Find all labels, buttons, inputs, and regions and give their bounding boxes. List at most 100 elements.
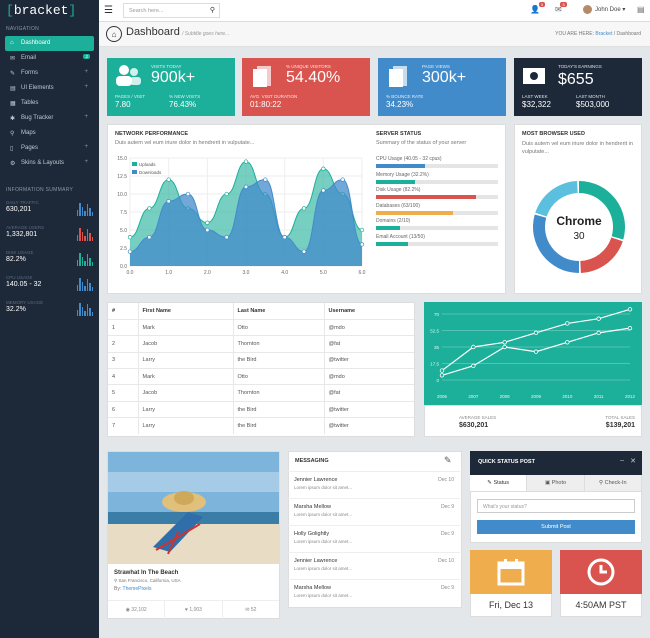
sidebar-item-ui-elements[interactable]: ▤ UI Elements + [5,81,94,96]
table-row[interactable]: 2 Jacob Thornton @fat [108,335,414,353]
chat-icon[interactable]: ▤ [637,5,645,14]
submit-post-button[interactable]: Submit Post [477,520,635,534]
data-point[interactable] [565,340,570,345]
sidebar-item-email[interactable]: ✉ Email 2 [5,51,94,66]
sidebar-item-tables[interactable]: ▦ Tables [5,96,94,111]
table-row[interactable]: 4 Mark Otto @mdo [108,368,414,385]
mail-icon[interactable]: ✉ 5 [555,2,567,14]
data-point[interactable] [565,321,570,326]
data-point[interactable] [533,330,539,336]
search-input[interactable]: Search here... ⚲ [123,3,220,18]
likes-stat[interactable]: ♥ 1,003 [164,601,221,619]
tab-check-in[interactable]: ⚲ Check-In [585,475,642,491]
message-item[interactable]: Jennier Lawrence Dec 10 Lorem ipsum dolor … [288,471,460,498]
server-status-label: Domains (2/10) [376,218,411,224]
data-point[interactable] [439,368,445,373]
search-icon[interactable]: ⚲ [209,7,215,14]
message-item[interactable]: Jennier Lawrence Dec 10 Lorem ipsum dolor … [288,552,460,579]
table-row[interactable]: 7 Larry the Bird @twitter [108,417,414,435]
data-point[interactable] [627,325,633,331]
progress-fill [376,241,408,246]
data-point[interactable] [263,177,268,182]
column-header[interactable]: Last Name [232,303,324,320]
table-row[interactable]: 6 Larry the Bird @twitter [108,400,414,418]
info-value: 82.2% [6,256,26,263]
comments-stat[interactable]: ✉ 52 [221,601,279,619]
user-alert-icon[interactable]: 👤 3 [530,2,545,14]
server-status-row: Domains (2/10) [376,218,498,230]
data-point[interactable] [127,249,133,254]
beach-photo[interactable] [108,452,279,564]
sidebar: NAVIGATION ⌂ Dashboard ✉ Email 2 ✎ Forms + ▤ UI E… [0,22,99,638]
tab-photo[interactable]: ▣ Photo [527,475,585,491]
data-point[interactable] [205,227,210,233]
menu-toggle-icon[interactable]: ☰ [104,5,113,16]
table-row[interactable]: 5 Jacob Thornton @fat [108,384,414,402]
user-menu[interactable]: John Doe ▾ [583,5,625,14]
stat-value: $655 [558,71,594,88]
stat-label: TODAY'S EARNINGS [558,64,602,69]
photo-author-link[interactable]: ThemePixels [122,586,152,592]
donut-slice[interactable] [533,214,579,273]
status-input[interactable]: What's your status? [477,499,635,513]
data-point[interactable] [502,344,507,350]
donut-slice[interactable] [580,237,623,273]
data-point[interactable] [243,159,249,164]
data-point[interactable] [147,235,152,240]
data-point[interactable] [243,184,249,189]
data-point[interactable] [321,188,326,193]
message-item[interactable]: Holly Golightly Dec 9 Lorem ipsum dolor si… [288,525,460,552]
data-point[interactable] [596,316,601,321]
data-point[interactable] [340,177,345,182]
column-header[interactable]: Username [323,303,414,320]
message-item[interactable]: Marsha Mellow Dec 9 Lorem ipsum dolor sit … [288,498,460,525]
sidebar-item-pages[interactable]: ▯ Pages + [5,141,94,156]
donut-slice[interactable] [535,181,578,217]
data-point[interactable] [471,344,476,350]
data-point[interactable] [627,307,633,312]
data-point[interactable] [301,249,307,254]
data-point[interactable] [471,363,476,369]
sparkline-bar [79,278,81,291]
sidebar-item-maps[interactable]: ⚲ Maps [5,126,94,141]
data-point[interactable] [282,235,287,240]
table-row[interactable]: 3 Larry the Bird @twitter [108,351,414,369]
data-point[interactable] [502,340,507,345]
data-point[interactable] [224,235,229,240]
close-icon[interactable]: ✕ [630,458,636,465]
data-point[interactable] [166,177,171,182]
sidebar-item-dashboard[interactable]: ⌂ Dashboard [5,36,94,51]
column-header[interactable]: First Name [137,303,233,320]
column-header[interactable]: # [112,307,116,314]
sidebar-item-forms[interactable]: ✎ Forms + [5,66,94,81]
data-point[interactable] [224,191,229,197]
data-point[interactable] [147,206,152,211]
server-desc: Summary of the status of your server [376,140,467,146]
breadcrumb-link[interactable]: Bracket [595,31,613,37]
data-point[interactable] [359,227,365,233]
table-row[interactable]: 1 Mark Otto @mdo [108,318,414,336]
message-preview: Lorem ipsum dolor sit amet... [294,512,353,517]
donut-slice[interactable] [579,181,625,240]
sidebar-item-bug-tracker[interactable]: ✱ Bug Tracker + [5,111,94,126]
table-cell: Thornton [232,384,324,402]
compose-icon[interactable]: ✎ [444,455,452,465]
data-point[interactable] [533,349,539,354]
data-point[interactable] [596,330,601,336]
minimize-icon[interactable]: – [620,457,624,464]
data-point[interactable] [301,206,307,211]
message-item[interactable]: Marsha Mellow Dec 9 Lorem ipsum dolor sit … [288,579,460,606]
views-stat[interactable]: ◉ 32,102 [125,607,147,613]
data-point[interactable] [127,235,133,240]
logo[interactable]: [bracket] [0,0,99,22]
tab-status[interactable]: ✎ Status [470,475,528,491]
mail-badge: 5 [560,2,567,7]
data-point[interactable] [359,242,365,247]
data-point[interactable] [205,220,210,225]
sidebar-item-skins-layouts[interactable]: ⚙ Skins & Layouts + [5,156,94,171]
data-point[interactable] [321,166,326,171]
data-point[interactable] [166,199,171,204]
table-cell: Larry [137,417,233,435]
data-point[interactable] [185,191,191,197]
data-point[interactable] [439,373,445,378]
